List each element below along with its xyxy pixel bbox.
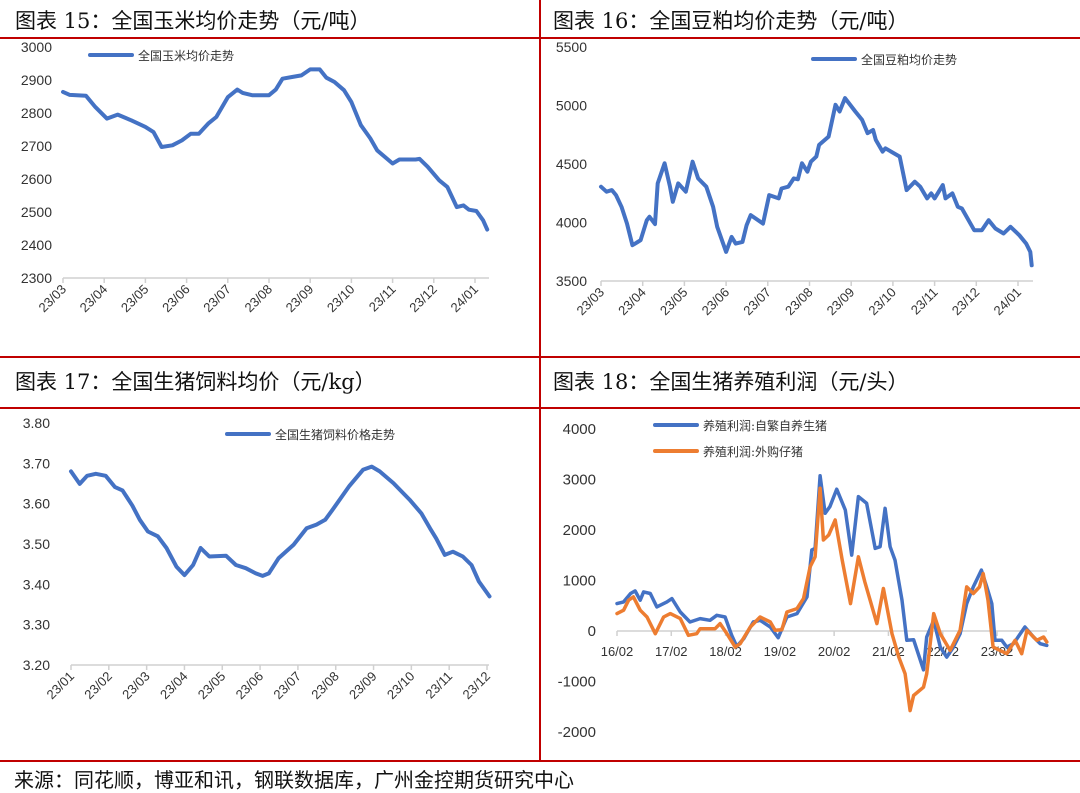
- x-tick-label: 23/11: [908, 285, 941, 318]
- x-tick-label: 23/08: [242, 282, 276, 316]
- x-tick-label: 23/09: [346, 669, 380, 703]
- x-tick-label: 23/06: [699, 285, 733, 319]
- x-tick-label: 23/09: [283, 282, 317, 316]
- chart-18-title: 图表 18：全国生猪养殖利润（元/头）: [553, 370, 909, 394]
- y-tick-label: 4000: [563, 421, 596, 438]
- divider-row1-bottom: [0, 356, 1080, 358]
- y-tick-label: 3000: [21, 39, 52, 55]
- x-tick-label: 23/11: [422, 669, 455, 702]
- y-tick-label: 2900: [21, 72, 52, 88]
- y-tick-label: 3.70: [23, 455, 50, 471]
- x-tick-label: 23/10: [324, 282, 358, 316]
- x-tick-label: 23/08: [308, 669, 342, 703]
- y-tick-label: -2000: [558, 724, 596, 741]
- y-tick-label: 2400: [21, 237, 52, 253]
- y-tick-label: 4500: [556, 156, 587, 172]
- y-tick-label: 2500: [21, 204, 52, 220]
- x-tick-label: 23/06: [159, 282, 193, 316]
- x-tick-label: 24/01: [991, 285, 1025, 319]
- x-tick-label: 23/03: [119, 669, 153, 703]
- x-tick-label: 23/03: [36, 282, 70, 316]
- x-tick-label: 23/04: [157, 669, 191, 703]
- y-tick-label: 3.80: [23, 415, 50, 431]
- series-line-1: [61, 67, 490, 232]
- divider-row2-title: [0, 407, 1080, 409]
- divider-vertical: [539, 0, 541, 762]
- x-tick-label: 23/09: [824, 285, 858, 319]
- x-tick-label: 23/04: [615, 285, 649, 319]
- x-tick-label: 23/03: [574, 285, 608, 319]
- x-tick-label: 23/12: [460, 669, 494, 703]
- y-tick-label: 3500: [556, 273, 587, 289]
- x-tick-label: 23/11: [366, 282, 399, 315]
- x-tick-label: 23/05: [118, 282, 152, 316]
- legend-label: 全国玉米均价走势: [138, 48, 234, 63]
- x-tick-label: 19/02: [764, 644, 797, 659]
- y-tick-label: 5000: [556, 98, 587, 114]
- y-tick-label: 2300: [21, 270, 52, 286]
- divider-source: [0, 760, 1080, 762]
- y-tick-label: 3.50: [23, 536, 50, 552]
- x-tick-label: 23/05: [195, 669, 229, 703]
- chart-17-title: 图表 17：全国生猪饲料均价（元/kg）: [15, 370, 376, 394]
- x-tick-label: 23/02: [81, 669, 115, 703]
- x-tick-label: 23/07: [740, 285, 774, 319]
- y-tick-label: 0: [588, 623, 596, 640]
- x-tick-label: 24/01: [448, 282, 482, 316]
- series-line-1: [599, 96, 1034, 268]
- y-tick-label: 3.60: [23, 496, 50, 512]
- chart-16-title: 图表 16：全国豆粕均价走势（元/吨）: [553, 9, 909, 33]
- x-tick-label: 23/07: [270, 669, 304, 703]
- series-line-1: [69, 464, 492, 599]
- y-tick-label: 3.20: [23, 657, 50, 673]
- x-tick-label: 20/02: [818, 644, 851, 659]
- y-tick-label: 2800: [21, 105, 52, 121]
- series-line-2: [615, 486, 1049, 713]
- x-tick-label: 17/02: [655, 644, 688, 659]
- y-tick-label: 1000: [563, 573, 596, 590]
- x-tick-label: 23/12: [406, 282, 440, 316]
- x-tick-label: 23/12: [949, 285, 983, 319]
- legend-label: 全国豆粕均价走势: [861, 52, 957, 67]
- y-tick-label: 5500: [556, 39, 587, 55]
- x-tick-label: 23/01: [44, 669, 78, 703]
- divider-row1-title: [0, 37, 1080, 39]
- y-tick-label: 2600: [21, 171, 52, 187]
- y-tick-label: 3000: [563, 472, 596, 489]
- x-tick-label: 23/07: [200, 282, 234, 316]
- chart-15-title: 图表 15：全国玉米均价走势（元/吨）: [15, 9, 371, 33]
- y-tick-label: 3.40: [23, 576, 50, 592]
- x-tick-label: 23/04: [77, 282, 111, 316]
- y-tick-label: 4000: [556, 215, 587, 231]
- x-tick-label: 23/05: [657, 285, 691, 319]
- y-tick-label: 3.30: [23, 617, 50, 633]
- legend-label: 养殖利润:自繁自养生猪: [703, 418, 827, 433]
- legend-label: 全国生猪饲料价格走势: [275, 427, 395, 442]
- x-tick-label: 23/10: [865, 285, 899, 319]
- x-tick-label: 16/02: [601, 644, 634, 659]
- y-tick-label: -1000: [558, 674, 596, 691]
- x-tick-label: 23/10: [384, 669, 418, 703]
- legend-label: 养殖利润:外购仔猪: [703, 444, 803, 459]
- x-tick-label: 23/06: [233, 669, 267, 703]
- series-line-1: [615, 474, 1049, 672]
- y-tick-label: 2000: [563, 522, 596, 539]
- x-tick-label: 23/08: [782, 285, 816, 319]
- source-note: 来源：同花顺，博亚和讯，钢联数据库，广州金控期货研究中心: [14, 768, 574, 792]
- y-tick-label: 2700: [21, 138, 52, 154]
